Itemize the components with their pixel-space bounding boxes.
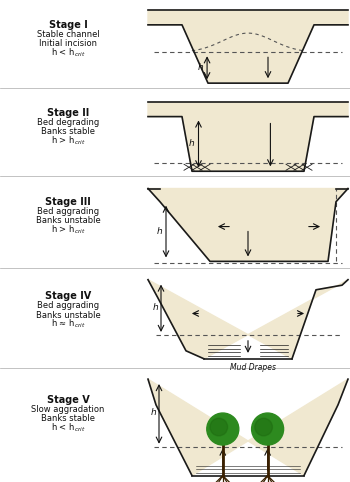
Circle shape <box>207 413 239 445</box>
Text: Initial incision: Initial incision <box>39 39 97 48</box>
Text: h: h <box>152 303 158 312</box>
Polygon shape <box>148 379 348 476</box>
Text: h > h$_{crit}$: h > h$_{crit}$ <box>51 224 85 236</box>
Polygon shape <box>148 10 348 83</box>
Text: Bed aggrading: Bed aggrading <box>37 302 99 310</box>
Text: Slow aggradation: Slow aggradation <box>31 405 105 415</box>
Text: Stage V: Stage V <box>47 395 89 405</box>
Polygon shape <box>148 188 348 261</box>
Text: Stable channel: Stable channel <box>37 30 99 39</box>
Text: Stage III: Stage III <box>45 197 91 207</box>
Text: h: h <box>156 227 162 236</box>
Text: h: h <box>150 408 156 417</box>
Text: h < h$_{crit}$: h < h$_{crit}$ <box>51 46 85 59</box>
Polygon shape <box>148 102 348 171</box>
Text: h: h <box>189 139 195 148</box>
Text: h: h <box>197 63 203 72</box>
Text: Banks unstable: Banks unstable <box>36 216 100 225</box>
Text: Mud Drapes: Mud Drapes <box>230 363 276 372</box>
Text: Bed aggrading: Bed aggrading <box>37 207 99 216</box>
Text: h > h$_{crit}$: h > h$_{crit}$ <box>51 134 85 147</box>
Circle shape <box>252 413 284 445</box>
Text: h ≈ h$_{crit}$: h ≈ h$_{crit}$ <box>51 318 85 330</box>
Circle shape <box>210 418 228 436</box>
Text: Stage I: Stage I <box>49 20 88 29</box>
Text: h < h$_{crit}$: h < h$_{crit}$ <box>51 422 85 434</box>
Text: Banks stable: Banks stable <box>41 127 95 136</box>
Circle shape <box>255 418 272 436</box>
Text: Banks unstable: Banks unstable <box>36 310 100 320</box>
Text: Stage II: Stage II <box>47 107 89 118</box>
Text: Banks stable: Banks stable <box>41 415 95 423</box>
Polygon shape <box>148 280 348 359</box>
Text: Bed degrading: Bed degrading <box>37 118 99 127</box>
Text: Stage IV: Stage IV <box>45 291 91 301</box>
